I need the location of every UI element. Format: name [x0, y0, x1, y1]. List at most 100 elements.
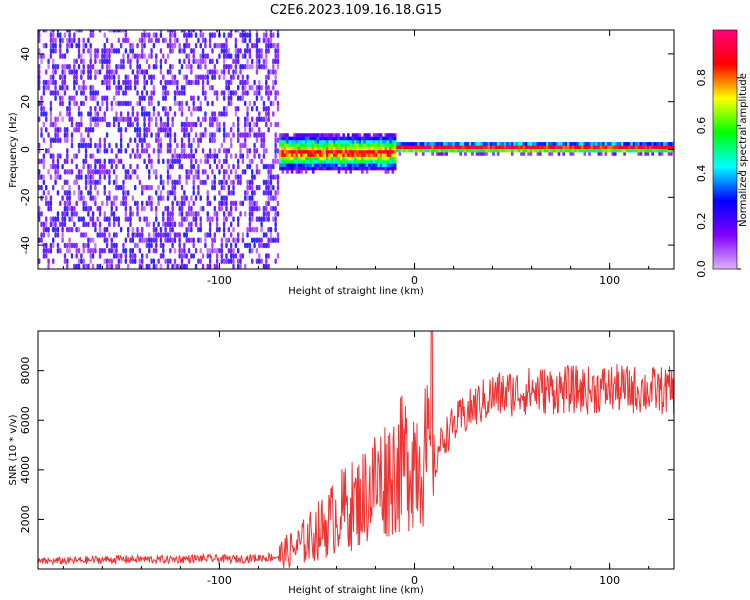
heatmap-cell: [164, 121, 167, 128]
heatmap-cell: [152, 90, 156, 96]
heatmap-cell: [66, 195, 69, 201]
heatmap-cell: [248, 211, 252, 217]
heatmap-cell: [155, 32, 158, 38]
heatmap-cell: [52, 37, 55, 44]
heatmap-cell: [234, 90, 238, 96]
heatmap-cell: [229, 247, 233, 254]
heatmap-cell: [328, 149, 331, 154]
heatmap-cell: [311, 166, 315, 171]
heatmap-cell: [63, 169, 67, 175]
heatmap-cell: [255, 216, 259, 222]
heatmap-cell: [642, 145, 645, 150]
heatmap-cell: [173, 158, 177, 165]
heatmap-cell: [213, 179, 216, 186]
heatmap-cell: [354, 160, 357, 164]
heatmap-cell: [68, 42, 71, 49]
heatmap-cell: [337, 133, 341, 137]
heatmap-cell: [169, 69, 172, 75]
heatmap-cell: [496, 148, 500, 153]
heatmap-cell: [499, 142, 502, 146]
heatmap-cell: [323, 156, 327, 161]
heatmap-cell: [180, 195, 184, 201]
heatmap-cell: [255, 69, 259, 75]
heatmap-cell: [190, 153, 193, 159]
heatmap-cell: [354, 146, 357, 151]
heatmap-cell: [70, 69, 74, 75]
heatmap-cell: [262, 216, 266, 222]
heatmap-cell: [82, 221, 85, 228]
heatmap-cell: [108, 48, 111, 54]
heatmap-cell: [129, 63, 132, 70]
heatmap-cell: [211, 169, 214, 175]
heatmap-cell: [358, 153, 362, 157]
heatmap-cell: [206, 69, 209, 75]
heatmap-cell: [478, 142, 481, 146]
heatmap-cell: [222, 184, 226, 191]
heatmap-cell: [94, 163, 97, 170]
heatmap-cell: [155, 190, 158, 196]
heatmap-cell: [126, 121, 130, 128]
heatmap-cell: [260, 142, 263, 149]
heatmap-cell: [129, 42, 132, 49]
heatmap-cell: [197, 258, 200, 264]
heatmap-cell: [190, 30, 193, 33]
heatmap-cell: [246, 190, 249, 196]
heatmap-cell: [80, 121, 83, 128]
heatmap-cell: [236, 116, 240, 123]
heatmap-cell: [480, 142, 484, 146]
heatmap-cell: [180, 253, 184, 259]
heatmap-cell: [105, 242, 109, 249]
heatmap-cell: [550, 152, 554, 156]
heatmap-cell: [208, 137, 212, 144]
heatmap-cell: [281, 156, 285, 161]
heatmap-cell: [178, 69, 181, 75]
heatmap-cell: [129, 48, 132, 54]
heatmap-cell: [576, 148, 580, 153]
heatmap-cell: [122, 200, 125, 207]
heatmap-cell: [159, 63, 163, 70]
heatmap-cell: [665, 148, 669, 153]
heatmap-cell: [316, 146, 320, 151]
heatmap-cell: [42, 111, 46, 117]
heatmap-cell: [145, 111, 149, 117]
heatmap-cell: [220, 69, 224, 75]
heatmap-cell: [105, 258, 109, 264]
heatmap-cell: [194, 221, 198, 228]
heatmap-cell: [136, 142, 139, 149]
heatmap-cell: [110, 48, 113, 54]
heatmap-cell: [190, 48, 193, 54]
heatmap-cell: [225, 169, 228, 175]
heatmap-cell: [543, 142, 547, 146]
heatmap-cell: [354, 166, 357, 171]
heatmap-cell: [143, 74, 146, 80]
heatmap-cell: [199, 58, 202, 65]
heatmap-cell: [335, 139, 338, 144]
heatmap-cell: [185, 263, 188, 269]
heatmap-cell: [96, 142, 99, 149]
heatmap-cell: [332, 149, 336, 154]
heatmap-cell: [267, 237, 270, 243]
heatmap-cell: [503, 145, 507, 150]
heatmap-cell: [66, 169, 69, 175]
heatmap-cell: [468, 145, 472, 150]
heatmap-cell: [653, 148, 657, 153]
heatmap-cell: [80, 132, 83, 138]
heatmap-cell: [613, 152, 617, 156]
heatmap-cell: [571, 148, 575, 153]
heatmap-cell: [251, 200, 254, 207]
heatmap-cell: [192, 216, 195, 222]
heatmap-cell: [468, 142, 472, 146]
heatmap-cell: [316, 156, 320, 161]
heatmap-cell: [122, 190, 125, 196]
heatmap-cell: [524, 142, 528, 146]
heatmap-cell: [42, 106, 46, 112]
heatmap-cell: [108, 142, 111, 149]
heatmap-cell: [211, 184, 214, 191]
heatmap-cell: [124, 30, 128, 33]
heatmap-cell: [141, 253, 144, 259]
heatmap-cell: [131, 148, 135, 154]
heatmap-cell: [365, 153, 369, 157]
heatmap-cell: [590, 145, 594, 150]
heatmap-cell: [162, 253, 165, 259]
heatmap-cell: [199, 42, 202, 49]
